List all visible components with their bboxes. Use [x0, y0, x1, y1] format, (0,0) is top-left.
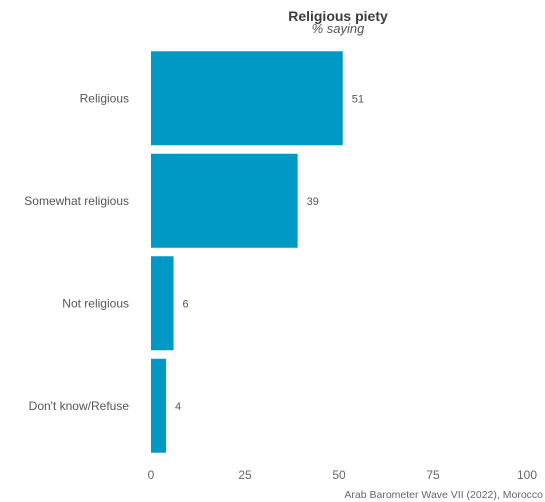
x-axis-ticks-group: 0 25 50 75 100	[148, 468, 538, 482]
x-tick-label-1: 25	[238, 468, 252, 482]
value-labels-group: 51 39 6 4	[175, 93, 364, 413]
category-label-3: Don't know/Refuse	[29, 399, 130, 413]
category-labels-group: Religious Somewhat religious Not religious…	[24, 91, 129, 413]
value-label-0: 51	[352, 93, 364, 105]
x-tick-label-2: 50	[332, 468, 346, 482]
bar-1	[151, 153, 298, 248]
chart-caption: Arab Barometer Wave VII (2022), Morocco	[344, 489, 543, 501]
bar-0	[151, 51, 343, 146]
chart-title: Religious piety	[288, 8, 388, 24]
category-label-1: Somewhat religious	[24, 194, 129, 208]
bar-3	[151, 358, 167, 453]
bars-group	[151, 51, 343, 453]
chart-subtitle: % saying	[312, 21, 366, 36]
x-tick-label-3: 75	[426, 468, 440, 482]
x-tick-label-4: 100	[517, 468, 537, 482]
category-label-0: Religious	[80, 91, 129, 105]
value-label-2: 6	[183, 298, 189, 310]
value-label-3: 4	[175, 401, 181, 413]
value-label-1: 39	[307, 196, 319, 208]
category-label-2: Not religious	[62, 296, 129, 310]
bar-2	[151, 256, 174, 351]
x-tick-label-0: 0	[148, 468, 155, 482]
